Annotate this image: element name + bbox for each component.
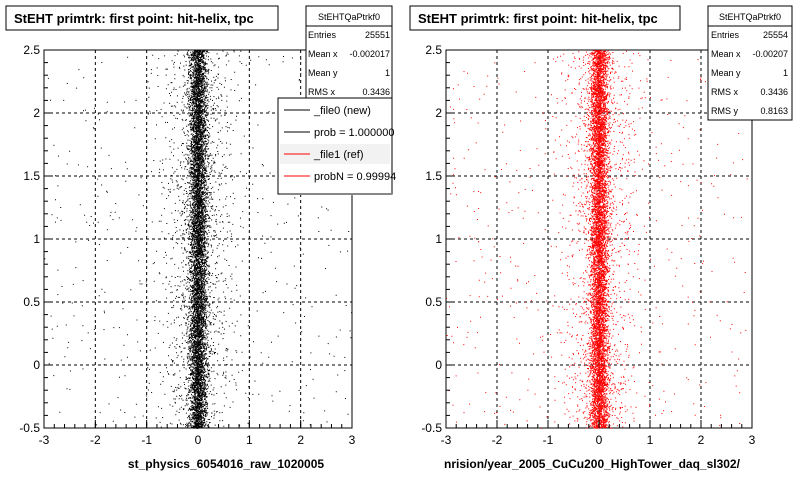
y-tick-label: -0.5 [421, 421, 442, 435]
right-stats-title: StEHTQaPtrkf0 [719, 12, 781, 22]
y-tick-label: 0 [435, 358, 442, 372]
right-axis-ticks: -3 -2 -1 0 1 2 3 -0.5 0 0.5 1 1.5 2 2.5 [421, 43, 755, 447]
scatter-series-_file0 (new) [44, 50, 353, 429]
x-tick-label: 2 [297, 433, 304, 447]
x-tick-label: 0 [596, 433, 603, 447]
x-tick-label: -2 [90, 433, 101, 447]
y-tick-label: 0 [33, 358, 40, 372]
stats-value: 0.8163 [760, 106, 788, 116]
y-tick-label: 1.5 [425, 169, 442, 183]
x-tick-label: 0 [195, 433, 202, 447]
stats-label: RMS x [711, 87, 739, 97]
stats-value: -0.00207 [752, 49, 788, 59]
stats-label: RMS y [711, 106, 739, 116]
stats-value: 0.3436 [362, 87, 390, 97]
stats-value: 0.3436 [760, 87, 788, 97]
left-panel: -3 -2 -1 0 1 2 3 -0.5 0 0.5 1 1.5 2 2.5 StEHT primtrk… [5, 5, 396, 471]
y-tick-label: 1 [435, 232, 442, 246]
left-title-box: StEHT primtrk: first point: hit-helix, t… [5, 5, 279, 31]
left-stats-title: StEHTQaPtrkf0 [318, 12, 380, 22]
legend-entry-label: prob = 1.000000 [314, 127, 394, 139]
right-stats-box: StEHTQaPtrkf0 Entries 25554 Mean x -0.00207… [707, 5, 793, 121]
y-tick-label: 0.5 [23, 295, 40, 309]
right-panel: -3 -2 -1 0 1 2 3 -0.5 0 0.5 1 1.5 2 2.5 StEHT primtrk… [409, 5, 793, 471]
x-tick-label: -1 [141, 433, 152, 447]
stats-value: 25554 [763, 30, 788, 40]
stats-value: -0.002017 [349, 49, 390, 59]
stats-value: 25551 [365, 30, 390, 40]
right-scatter-points [446, 50, 752, 429]
stats-label: Entries [711, 30, 740, 40]
stats-value: 1 [783, 68, 788, 78]
x-tick-label: -1 [543, 433, 554, 447]
left-scatter-points [44, 50, 353, 429]
left-stats-box: StEHTQaPtrkf0 Entries 25551 Mean x -0.00201… [305, 5, 393, 101]
stats-label: Mean x [308, 49, 338, 59]
x-tick-label: -2 [492, 433, 503, 447]
legend-entry-label: _file1 (ref) [313, 149, 364, 161]
left-chart-title: StEHT primtrk: first point: hit-helix, t… [14, 11, 254, 26]
y-tick-label: 2.5 [23, 43, 40, 57]
x-tick-label: -3 [441, 433, 452, 447]
x-tick-label: 1 [647, 433, 654, 447]
right-chart-title: StEHT primtrk: first point: hit-helix, t… [418, 11, 658, 26]
stats-label: Mean y [308, 68, 338, 78]
scatter-series-_file1 (ref) [446, 50, 752, 429]
y-tick-label: 2.5 [425, 43, 442, 57]
stats-label: RMS x [308, 87, 336, 97]
legend-entry-label: _file0 (new) [313, 105, 371, 117]
legend-entry-label: probN = 0.99994 [314, 171, 396, 183]
left-axis-ticks: -3 -2 -1 0 1 2 3 -0.5 0 0.5 1 1.5 2 2.5 [19, 43, 355, 447]
x-tick-label: 2 [698, 433, 705, 447]
y-tick-label: 2 [33, 106, 40, 120]
stats-label: Mean x [711, 49, 741, 59]
x-tick-label: 3 [349, 433, 356, 447]
y-tick-label: 1 [33, 232, 40, 246]
stats-value: 1 [385, 68, 390, 78]
x-tick-label: -3 [39, 433, 50, 447]
left-x-axis-label: st_physics_6054016_raw_1020005 [128, 457, 324, 471]
y-tick-label: 2 [435, 106, 442, 120]
right-title-box: StEHT primtrk: first point: hit-helix, t… [409, 5, 681, 31]
y-tick-label: 1.5 [23, 169, 40, 183]
right-x-axis-label: nrision/year_2005_CuCu200_HighTower_daq_… [444, 457, 741, 471]
y-tick-label: 0.5 [425, 295, 442, 309]
stats-label: Entries [308, 30, 337, 40]
stats-label: Mean y [711, 68, 741, 78]
x-tick-label: 1 [246, 433, 253, 447]
left-legend: _file0 (new) prob = 1.000000 _file1 (ref) p… [277, 97, 396, 195]
x-tick-label: 3 [749, 433, 756, 447]
legend-entry-bg [280, 144, 390, 164]
y-tick-label: -0.5 [19, 421, 40, 435]
